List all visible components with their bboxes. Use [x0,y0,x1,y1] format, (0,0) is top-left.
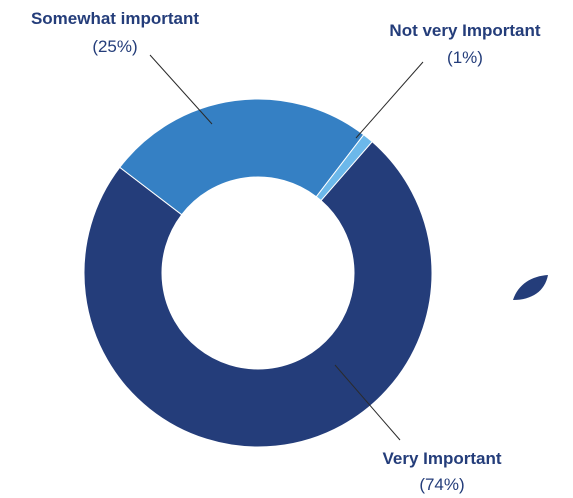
value-very-important: (74%) [419,475,464,494]
label-somewhat-important: Somewhat important [31,9,199,28]
leaf-icon [513,275,548,300]
label-not-very-important: Not very Important [389,21,540,40]
slice-group [83,98,433,448]
value-not-very-important: (1%) [447,48,483,67]
slice-very-important [83,140,433,448]
leader-line-very [334,364,401,441]
slice-not-very-important [315,134,373,202]
slice-somewhat-important [119,98,365,216]
label-very-important: Very Important [382,449,501,468]
value-somewhat-important: (25%) [92,37,137,56]
leader-line-somewhat [149,54,213,125]
leader-line-not-very [355,61,424,139]
